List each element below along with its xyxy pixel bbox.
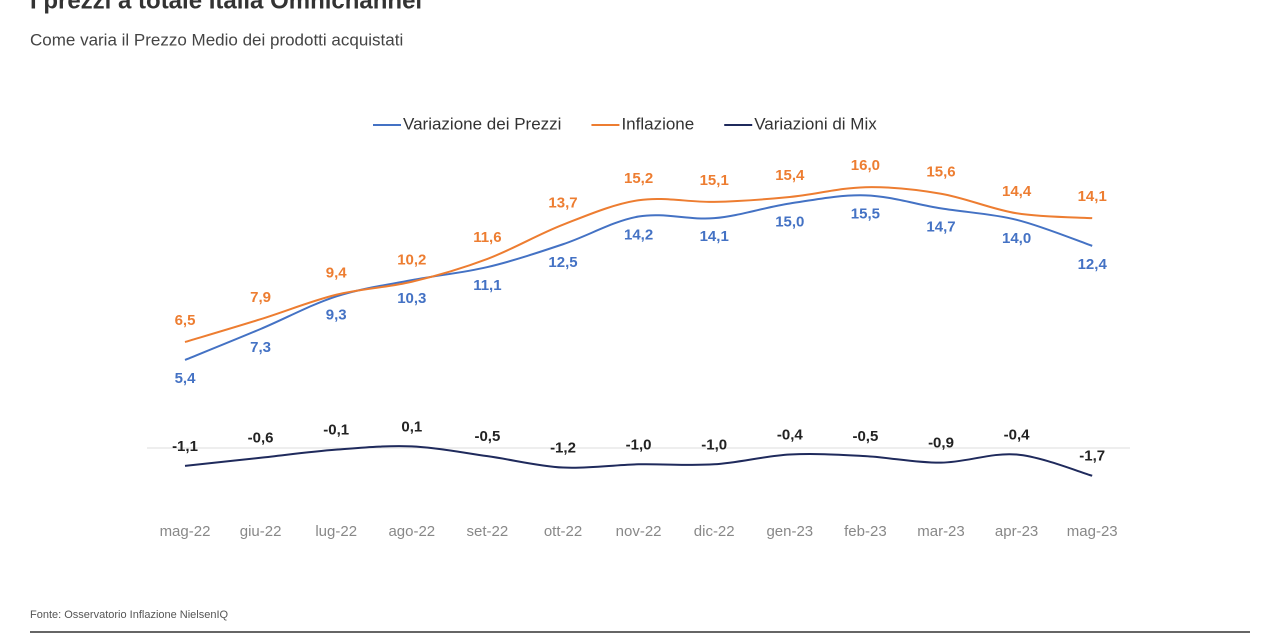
data-label: 11,6	[473, 229, 501, 246]
data-label: 5,4	[175, 370, 197, 387]
data-label: 15,4	[775, 167, 805, 184]
series-line	[184, 445, 1093, 477]
series-line	[184, 194, 1093, 361]
data-label: -1,0	[626, 436, 652, 453]
data-label: 14,2	[624, 227, 653, 244]
data-label: 14,4	[1002, 183, 1032, 200]
data-label: 6,5	[175, 312, 196, 329]
data-label: 15,2	[624, 170, 653, 187]
data-label: 14,7	[926, 218, 955, 235]
data-label: 10,3	[397, 290, 426, 307]
data-label: 15,0	[775, 213, 804, 230]
x-tick-label: mag-22	[160, 523, 211, 540]
data-label: 9,4	[326, 265, 348, 282]
data-label: -0,4	[1004, 426, 1031, 443]
data-label: -0,1	[323, 422, 349, 439]
data-label: -1,1	[172, 438, 198, 455]
data-label: 15,6	[926, 164, 955, 181]
x-tick-label: dic-22	[694, 523, 735, 540]
x-tick-label: lug-22	[315, 523, 357, 540]
data-label: -0,4	[777, 426, 804, 443]
x-tick-label: mag-23	[1067, 523, 1118, 540]
data-label: 15,1	[700, 172, 729, 189]
data-label: 12,4	[1078, 256, 1108, 273]
x-tick-label: ott-22	[544, 523, 582, 540]
data-label: 11,1	[473, 277, 501, 294]
data-label: 14,0	[1002, 230, 1031, 247]
x-tick-label: apr-23	[995, 523, 1038, 540]
chart-subtitle: Come varia il Prezzo Medio dei prodotti …	[30, 30, 403, 49]
data-label: 7,3	[250, 339, 271, 356]
x-tick-label: set-22	[467, 523, 509, 540]
data-label: 0,1	[401, 418, 422, 435]
data-label: -0,5	[474, 428, 500, 445]
data-label: 7,9	[250, 289, 271, 306]
legend-label: Variazione dei Prezzi	[403, 114, 561, 133]
source-note: Fonte: Osservatorio Inflazione NielsenIQ	[30, 609, 229, 621]
data-label: -1,0	[701, 436, 727, 453]
legend-label: Inflazione	[621, 114, 694, 133]
data-label: 10,2	[397, 252, 426, 269]
x-tick-label: mar-23	[917, 523, 965, 540]
x-tick-label: nov-22	[616, 523, 662, 540]
data-label: 16,0	[851, 157, 880, 174]
data-label: 13,7	[548, 195, 577, 212]
legend-label: Variazioni di Mix	[754, 114, 877, 133]
data-label: 14,1	[700, 228, 729, 245]
data-label: -0,6	[248, 430, 274, 447]
x-tick-label: giu-22	[240, 523, 282, 540]
x-tick-label: feb-23	[844, 523, 887, 540]
data-label: -1,2	[550, 440, 576, 457]
data-label: -0,5	[852, 428, 878, 445]
x-tick-label: gen-23	[766, 523, 813, 540]
series-line	[184, 186, 1093, 344]
data-label: 12,5	[548, 254, 577, 271]
data-label: 9,3	[326, 306, 347, 323]
data-label: 14,1	[1078, 188, 1107, 205]
data-label: -0,9	[928, 435, 954, 452]
data-label: -1,7	[1079, 448, 1105, 465]
data-label: 15,5	[851, 205, 880, 222]
chart-title: I prezzi a totale Italia Omnichannel	[30, 0, 422, 14]
x-tick-label: ago-22	[388, 523, 435, 540]
